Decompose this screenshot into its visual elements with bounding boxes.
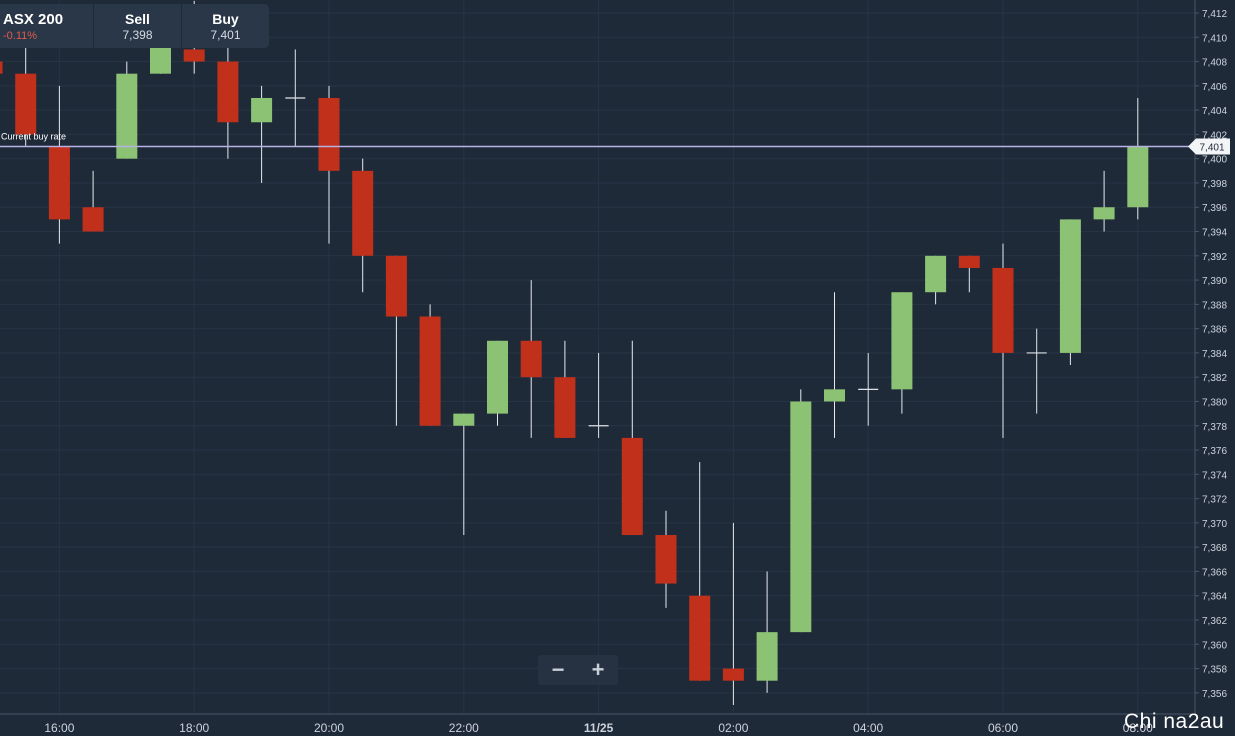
y-tick-label: 7,386 — [1202, 325, 1227, 336]
buy-label: Buy — [212, 10, 239, 27]
candle-body-down — [82, 207, 104, 232]
candle-body-down — [183, 49, 205, 62]
sell-label: Sell — [125, 10, 150, 27]
y-tick-label: 7,394 — [1202, 228, 1227, 239]
candle-body-down — [217, 61, 239, 123]
zoom-controls: − + — [538, 655, 618, 685]
y-tick-label: 7,388 — [1202, 300, 1227, 311]
candle-body-down — [722, 668, 744, 681]
watermark: Chi na2au — [1124, 710, 1225, 733]
y-tick-label: 7,392 — [1202, 252, 1227, 263]
candle-body-up — [756, 632, 778, 681]
instrument-name: ASX 200 — [3, 10, 64, 28]
candle-body-down — [655, 535, 677, 584]
instrument-info: ASX 200 -0.11% — [0, 4, 94, 48]
candle-body-down — [958, 255, 980, 268]
current-buy-rate-label: Current buy rate — [1, 132, 66, 142]
candle-body-up — [116, 73, 138, 159]
current-price-value: 7,401 — [1199, 143, 1224, 154]
sell-price: 7,398 — [122, 27, 153, 42]
y-tick-label: 7,412 — [1202, 9, 1227, 20]
y-tick-label: 7,410 — [1202, 33, 1227, 44]
y-tick-label: 7,372 — [1202, 495, 1227, 506]
y-tick-label: 7,360 — [1202, 640, 1227, 651]
candle-body-up — [891, 292, 913, 390]
y-tick-label: 7,380 — [1202, 397, 1227, 408]
candle-body-down — [554, 377, 576, 438]
candle-body-down — [352, 170, 374, 256]
candle-body-up — [487, 340, 508, 414]
y-tick-label: 7,374 — [1202, 470, 1227, 481]
x-tick-label: 04:00 — [853, 721, 883, 735]
candle-body-up — [925, 255, 947, 293]
buy-button[interactable]: Buy 7,401 — [182, 4, 269, 48]
y-tick-label: 7,364 — [1202, 592, 1227, 603]
y-tick-label: 7,376 — [1202, 446, 1227, 457]
y-tick-label: 7,384 — [1202, 349, 1227, 360]
instrument-ticker: ASX 200 -0.11% Sell 7,398 Buy 7,401 — [0, 4, 269, 48]
x-tick-label: 11/25 — [584, 721, 614, 735]
y-tick-label: 7,408 — [1202, 58, 1227, 69]
x-tick-label: 16:00 — [44, 721, 74, 735]
y-tick-label: 7,378 — [1202, 422, 1227, 433]
candle-body-down — [48, 146, 70, 220]
candle-body-down — [520, 340, 542, 378]
candle-body-down — [15, 73, 37, 135]
y-tick-label: 7,382 — [1202, 373, 1227, 384]
y-tick-label: 7,368 — [1202, 543, 1227, 554]
y-tick-label: 7,390 — [1202, 276, 1227, 287]
current-price-tag — [1188, 138, 1230, 155]
y-tick-label: 7,362 — [1202, 616, 1227, 627]
x-tick-label: 02:00 — [718, 721, 748, 735]
instrument-change: -0.11% — [3, 29, 38, 42]
candle-body-down — [0, 61, 3, 74]
y-tick-label: 7,356 — [1202, 689, 1227, 700]
candle-body-up — [453, 413, 475, 426]
x-tick-label: 20:00 — [314, 721, 344, 735]
x-tick-label: 08:00 — [1123, 721, 1153, 735]
candle-body-down — [385, 255, 407, 317]
y-tick-label: 7,400 — [1202, 155, 1227, 166]
x-tick-label: 18:00 — [179, 721, 209, 735]
plus-icon: + — [591, 657, 605, 682]
y-tick-label: 7,406 — [1202, 82, 1227, 93]
candle-body-down — [621, 437, 643, 536]
y-tick-label: 7,402 — [1202, 130, 1227, 141]
y-tick-label: 7,358 — [1202, 665, 1227, 676]
candle-body-up — [1127, 146, 1149, 208]
candle-body-down — [318, 97, 340, 171]
candle-body-up — [251, 97, 273, 123]
buy-price: 7,401 — [210, 27, 241, 42]
candle-body-up — [824, 389, 845, 402]
candle-body-up — [790, 401, 812, 633]
x-tick-label: 06:00 — [988, 721, 1018, 735]
candle-body-down — [419, 316, 441, 426]
y-tick-label: 7,404 — [1202, 106, 1227, 117]
sell-button[interactable]: Sell 7,398 — [94, 4, 182, 48]
y-tick-label: 7,398 — [1202, 179, 1227, 190]
y-tick-label: 7,370 — [1202, 519, 1227, 530]
candle-body-up — [1059, 219, 1081, 353]
y-tick-label: 7,396 — [1202, 203, 1227, 214]
zoom-out-button[interactable]: − — [538, 655, 578, 685]
candle-body-down — [689, 595, 711, 681]
candle-body-down — [992, 267, 1014, 353]
candle-body-up — [1093, 207, 1115, 220]
x-tick-label: 22:00 — [449, 721, 479, 735]
y-tick-label: 7,366 — [1202, 567, 1227, 578]
minus-icon: − — [551, 657, 565, 682]
zoom-in-button[interactable]: + — [578, 655, 618, 685]
